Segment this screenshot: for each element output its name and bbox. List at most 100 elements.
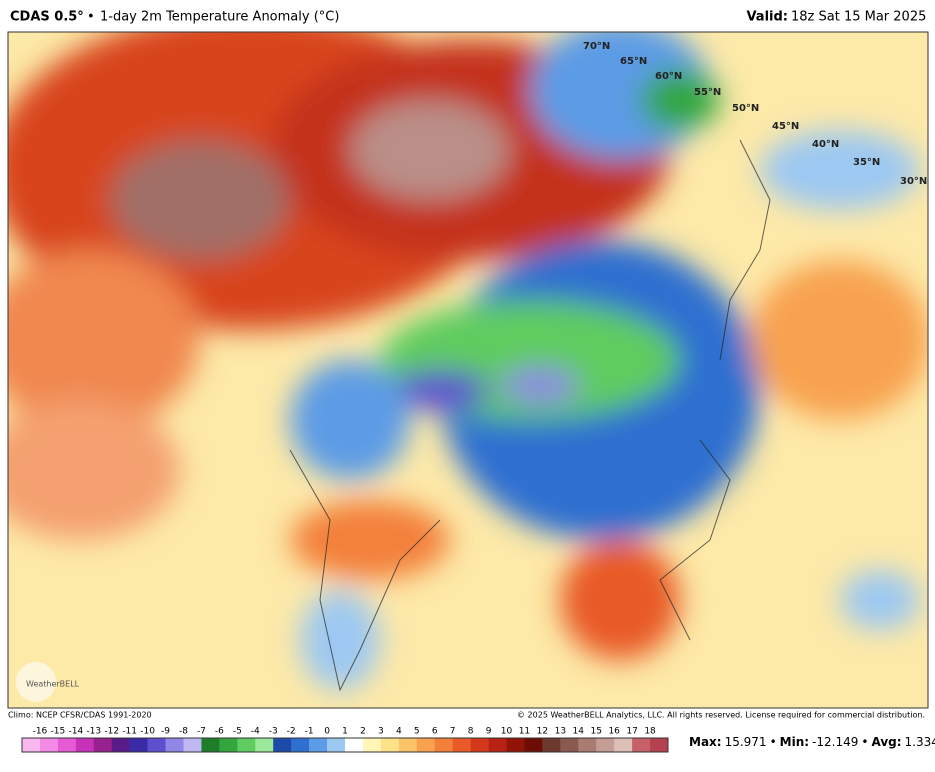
color-swatch xyxy=(201,738,220,752)
valid-time: 18z Sat 15 Mar 2025 xyxy=(791,10,926,25)
colorbar-label: -8 xyxy=(179,727,188,737)
colorbar-label: 8 xyxy=(468,727,474,737)
lat-label: 30°N xyxy=(900,176,927,187)
color-swatch xyxy=(291,738,310,752)
color-swatch xyxy=(542,738,561,752)
color-swatch xyxy=(219,738,238,752)
color-swatch xyxy=(183,738,202,752)
colorbar-label: -4 xyxy=(251,727,260,737)
color-swatch xyxy=(650,738,669,752)
lat-label: 55°N xyxy=(694,87,721,98)
stats: Max:15.971•Min:-12.149•Avg:1.334 xyxy=(689,735,935,749)
coastlines xyxy=(289,139,771,692)
colorbar-label: 1 xyxy=(342,727,348,737)
colorbar-label: 3 xyxy=(378,727,384,737)
color-swatch xyxy=(398,738,418,752)
map: 70°N 65°N 60°N 55°N 50°N 45°N 40°N 35°N … xyxy=(8,32,928,708)
colorbar-label: -14 xyxy=(68,727,83,737)
colorbar-label: -9 xyxy=(161,727,170,737)
color-swatch xyxy=(111,738,130,752)
colorbar-label: 11 xyxy=(519,727,530,737)
lat-label: 70°N xyxy=(583,41,610,52)
stat-text: 15.971 xyxy=(725,735,767,749)
color-swatch xyxy=(416,738,436,752)
colorbar-label: 12 xyxy=(537,727,548,737)
colorbar-label: -16 xyxy=(33,727,48,737)
color-swatch xyxy=(39,738,59,752)
climo-note: Climo: NCEP CFSR/CDAS 1991-2020 xyxy=(8,711,152,720)
colorbar-label: -7 xyxy=(197,727,206,737)
color-swatch xyxy=(506,738,525,752)
colorbar-label: -13 xyxy=(86,727,101,737)
map-frame xyxy=(7,31,929,709)
color-swatch xyxy=(147,738,166,752)
color-swatch xyxy=(560,738,579,752)
lat-label: 35°N xyxy=(853,157,880,168)
color-swatch xyxy=(362,738,382,752)
colorbar-label: -10 xyxy=(140,727,155,737)
color-swatch xyxy=(129,738,148,752)
colorbar-label: 13 xyxy=(555,727,566,737)
color-swatch xyxy=(380,738,400,752)
color-swatch xyxy=(632,738,651,752)
colorbar-label: 5 xyxy=(414,727,420,737)
colorbar-frame xyxy=(21,737,669,753)
valid-label: Valid: xyxy=(746,10,788,25)
colorbar: -16 -15 -14 -13 -12 -11 -10 -9 -8 -7 -6 -5 -4 -3 -2 -1 0… xyxy=(21,727,669,753)
stat-text: Min: xyxy=(780,735,809,749)
logo-mark xyxy=(16,662,56,702)
lat-label: 50°N xyxy=(732,103,759,114)
logo: WeatherBELL xyxy=(26,680,80,689)
lat-label: 65°N xyxy=(620,56,647,67)
lat-label: 40°N xyxy=(812,139,839,150)
color-swatch xyxy=(488,738,507,752)
color-swatch xyxy=(578,738,597,752)
stat-text: 1.334 xyxy=(905,735,935,749)
copyright: © 2025 WeatherBELL Analytics, LLC. All r… xyxy=(517,711,925,720)
colorbar-label: -6 xyxy=(215,727,224,737)
colorbar-label: -1 xyxy=(305,727,314,737)
stat-text: -12.149 xyxy=(812,735,858,749)
stat-text: • xyxy=(861,735,868,749)
color-swatch xyxy=(273,738,292,752)
colorbar-label: 15 xyxy=(590,727,601,737)
colorbar-label: 17 xyxy=(626,727,637,737)
colorbar-label: -5 xyxy=(233,727,242,737)
stat-text: Max: xyxy=(689,735,722,749)
colorbar-label: -12 xyxy=(104,727,119,737)
lat-label: 45°N xyxy=(772,121,799,132)
color-swatch xyxy=(93,738,113,752)
color-swatch xyxy=(596,738,615,752)
color-swatch xyxy=(524,738,543,752)
colorbar-label: -15 xyxy=(51,727,66,737)
lat-labels: 70°N 65°N 60°N 55°N 50°N 45°N 40°N 35°N … xyxy=(583,41,927,187)
separator: • xyxy=(87,10,95,25)
color-swatch xyxy=(57,738,77,752)
colorbar-label: 18 xyxy=(644,727,656,737)
lat-label: 60°N xyxy=(655,71,682,82)
colorbar-label: 9 xyxy=(486,727,492,737)
colorbar-label: 2 xyxy=(360,727,366,737)
stat-text: • xyxy=(770,735,777,749)
color-swatch xyxy=(309,738,328,752)
map-title: 1-day 2m Temperature Anomaly (°C) xyxy=(100,10,339,25)
color-swatch xyxy=(255,738,274,752)
colorbar-label: -11 xyxy=(122,727,137,737)
color-swatch xyxy=(165,738,184,752)
color-swatch xyxy=(237,738,256,752)
colorbar-label: 10 xyxy=(501,727,513,737)
color-swatch xyxy=(75,738,95,752)
color-swatch xyxy=(327,738,346,752)
color-swatch xyxy=(614,738,633,752)
color-swatch xyxy=(22,738,41,752)
stat-text: Avg: xyxy=(871,735,901,749)
color-swatch xyxy=(470,738,489,752)
colorbar-label: 0 xyxy=(324,727,330,737)
colorbar-label: 7 xyxy=(450,727,456,737)
color-swatch xyxy=(452,738,471,752)
colorbar-label: 6 xyxy=(432,727,438,737)
colorbar-label: 14 xyxy=(573,727,585,737)
color-swatch xyxy=(345,738,364,752)
colorbar-label: -2 xyxy=(287,727,296,737)
color-swatch xyxy=(434,738,453,752)
